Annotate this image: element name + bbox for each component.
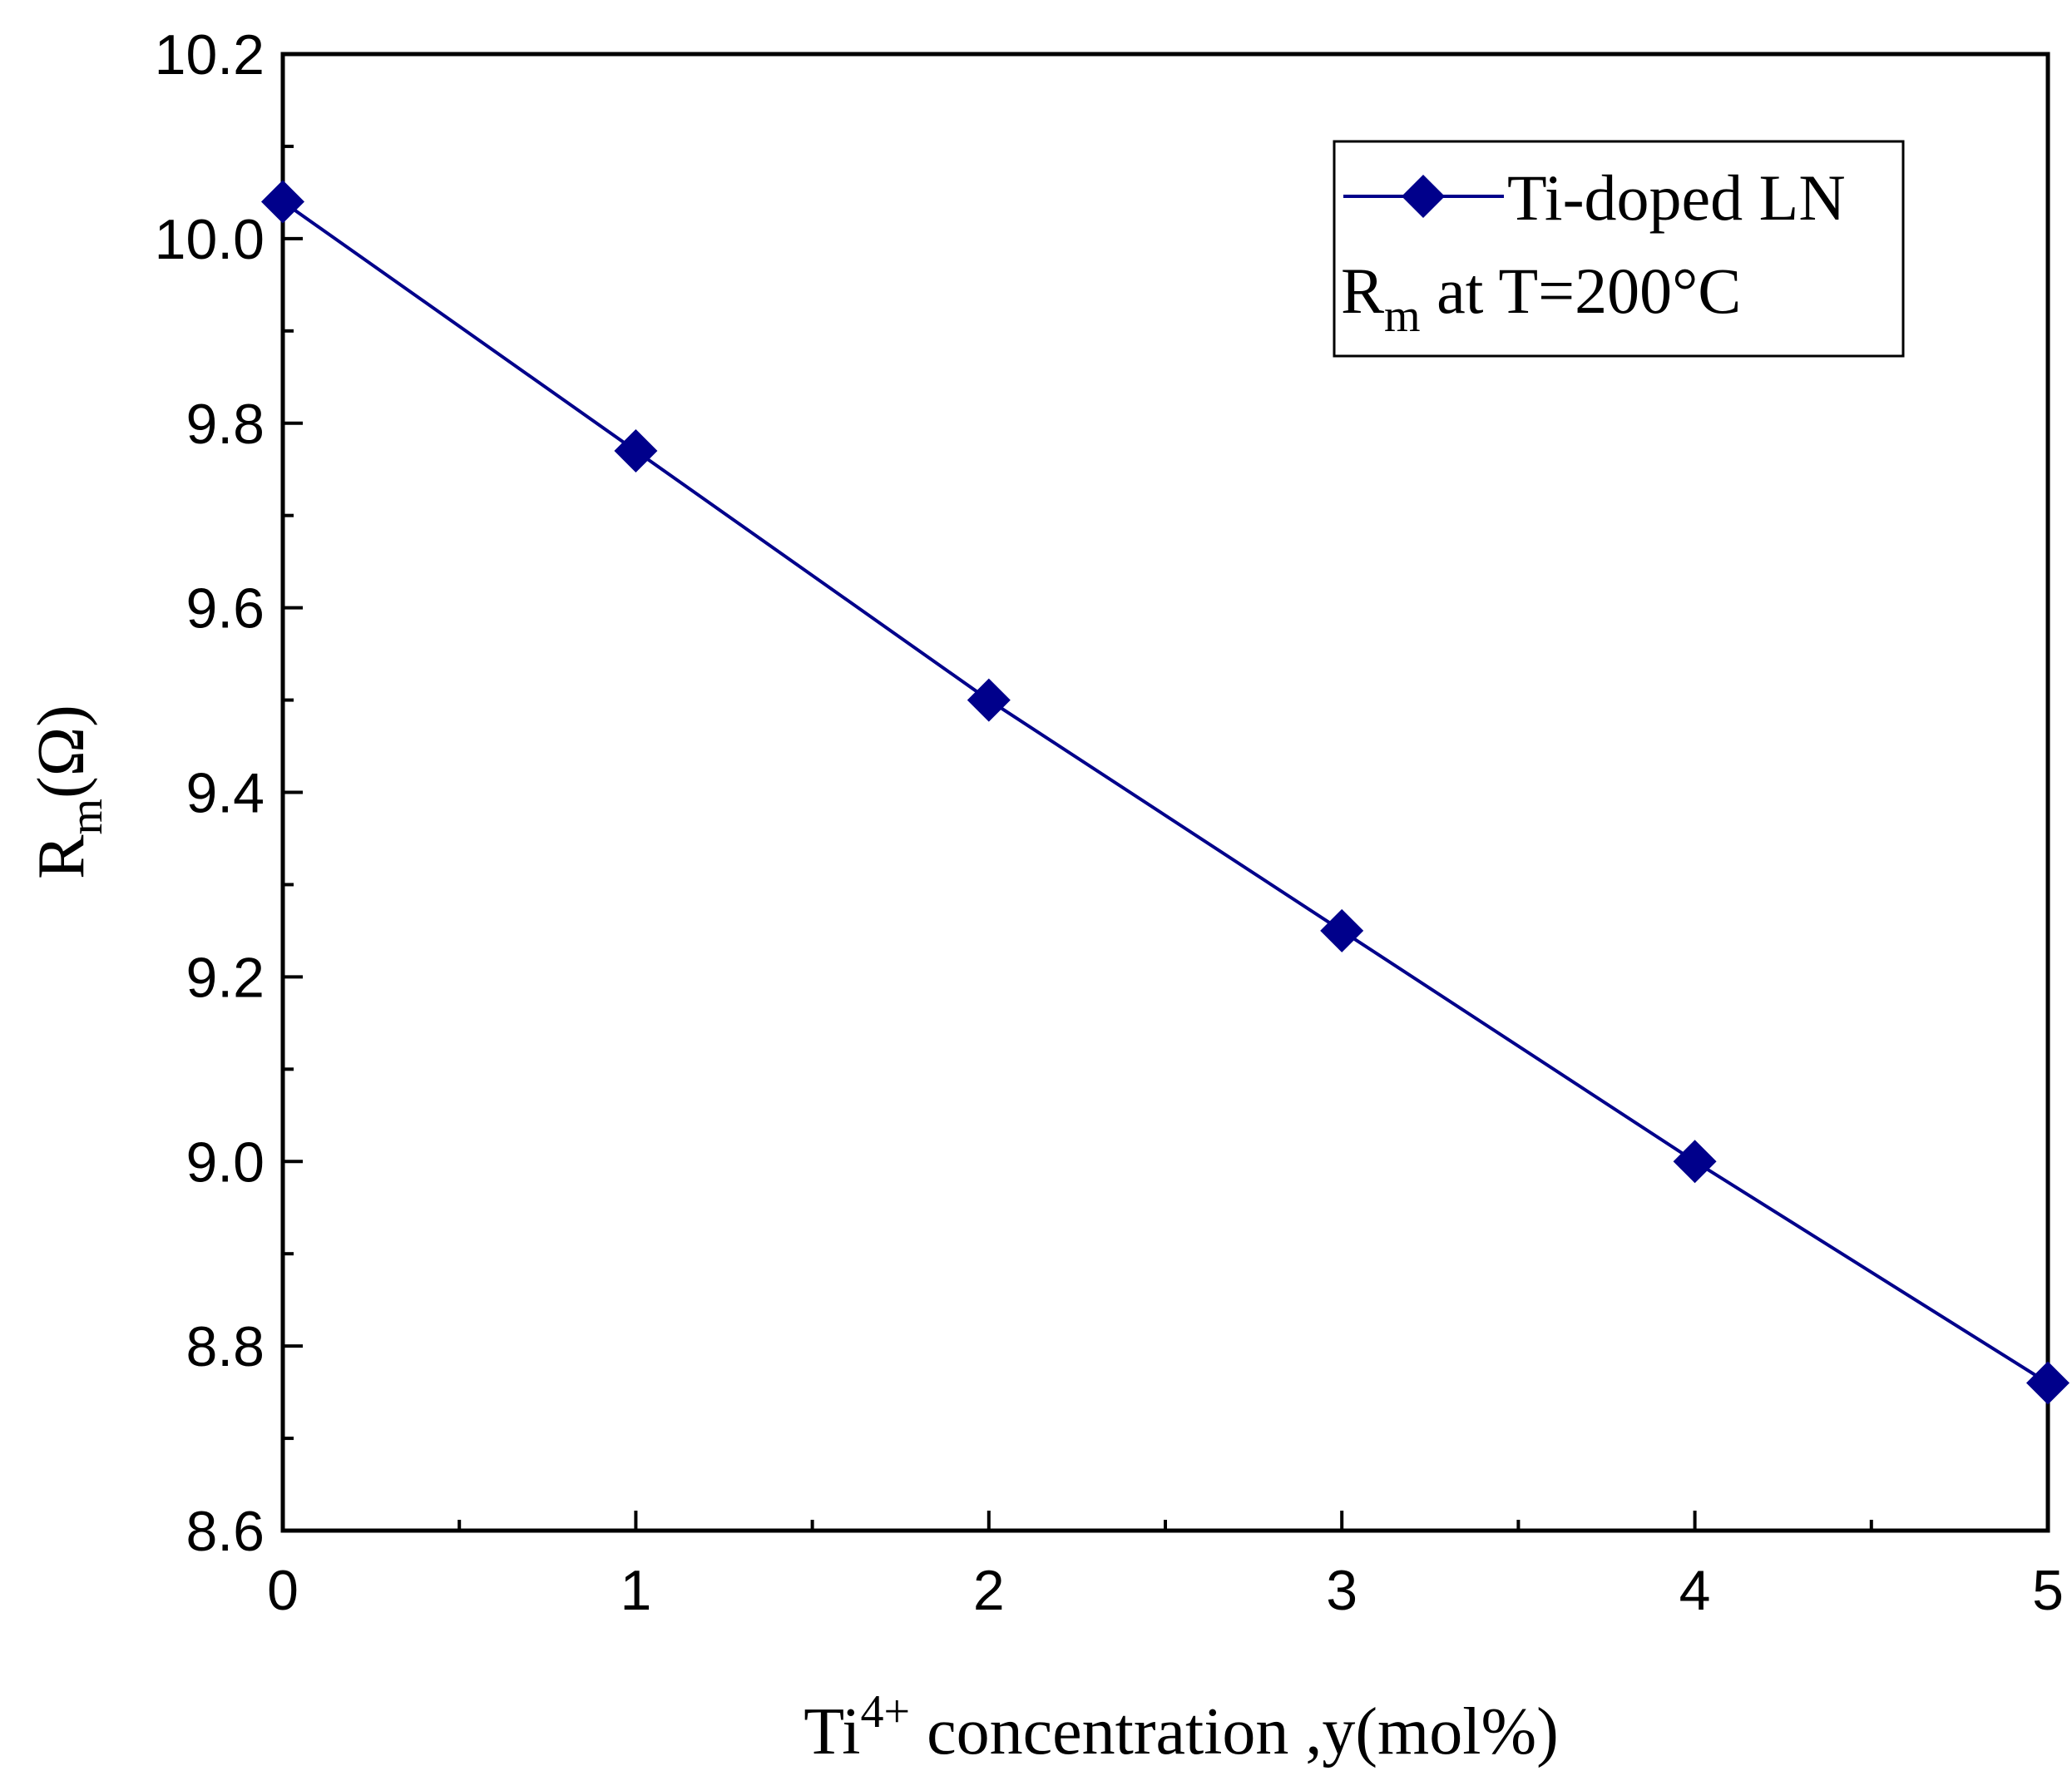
data-point [614, 429, 658, 473]
y-tick-label: 8.8 [185, 1315, 265, 1378]
y-axis-title: Rm(Ω) [25, 705, 112, 879]
y-tick-label: 9.4 [185, 762, 265, 825]
y-axis-title-sub: m [61, 799, 112, 835]
legend-note: Rm at T=200°C [1341, 255, 1741, 342]
x-axis-title: Ti4+ concentration ,y(mol%) [804, 1686, 1559, 1769]
x-axis-title-sup: 4+ [860, 1686, 910, 1738]
legend-note-rest: at T=200°C [1421, 255, 1742, 327]
y-tick-label: 10.2 [155, 23, 265, 87]
y-tick-label: 9.0 [185, 1130, 265, 1194]
legend-note-sub: m [1384, 290, 1421, 342]
x-tick-label: 5 [2032, 1559, 2064, 1622]
y-axis-title-base: R [25, 834, 98, 879]
y-tick-label: 10.0 [155, 208, 265, 271]
y-tick-label: 8.6 [185, 1500, 265, 1563]
x-tick-label: 1 [620, 1559, 651, 1622]
x-axis-title-base: Ti [804, 1695, 860, 1769]
legend-entry: Ti-doped LN [1507, 161, 1846, 234]
x-tick-label: 2 [973, 1559, 1005, 1622]
legend-box [1333, 140, 1905, 358]
data-point [1673, 1140, 1717, 1184]
legend: Ti-doped LN Rm at T=200°C [1333, 140, 1905, 358]
x-tick-label: 0 [267, 1559, 299, 1622]
y-tick-label: 9.8 [185, 393, 265, 456]
y-tick-label: 9.6 [185, 577, 265, 641]
legend-note-base: R [1341, 255, 1384, 327]
data-point [967, 678, 1011, 722]
data-point [261, 180, 304, 224]
data-point [2026, 1361, 2070, 1405]
x-axis-title-rest: concentration ,y(mol%) [910, 1695, 1559, 1769]
series-group [261, 180, 2070, 1405]
series-line [281, 200, 2050, 1385]
data-point [1320, 908, 1364, 952]
y-axis: 8.6 8.8 9.0 9.2 9.4 9.6 9.8 10.0 10.2 [155, 23, 303, 1563]
x-axis: 0 1 2 3 4 5 [267, 1511, 2064, 1622]
y-axis-title-rest: (Ω) [25, 705, 98, 799]
legend-marker-sample [1402, 175, 1445, 218]
y-tick-label: 9.2 [185, 946, 265, 1009]
x-tick-label: 3 [1326, 1559, 1357, 1622]
x-tick-label: 4 [1679, 1559, 1711, 1622]
